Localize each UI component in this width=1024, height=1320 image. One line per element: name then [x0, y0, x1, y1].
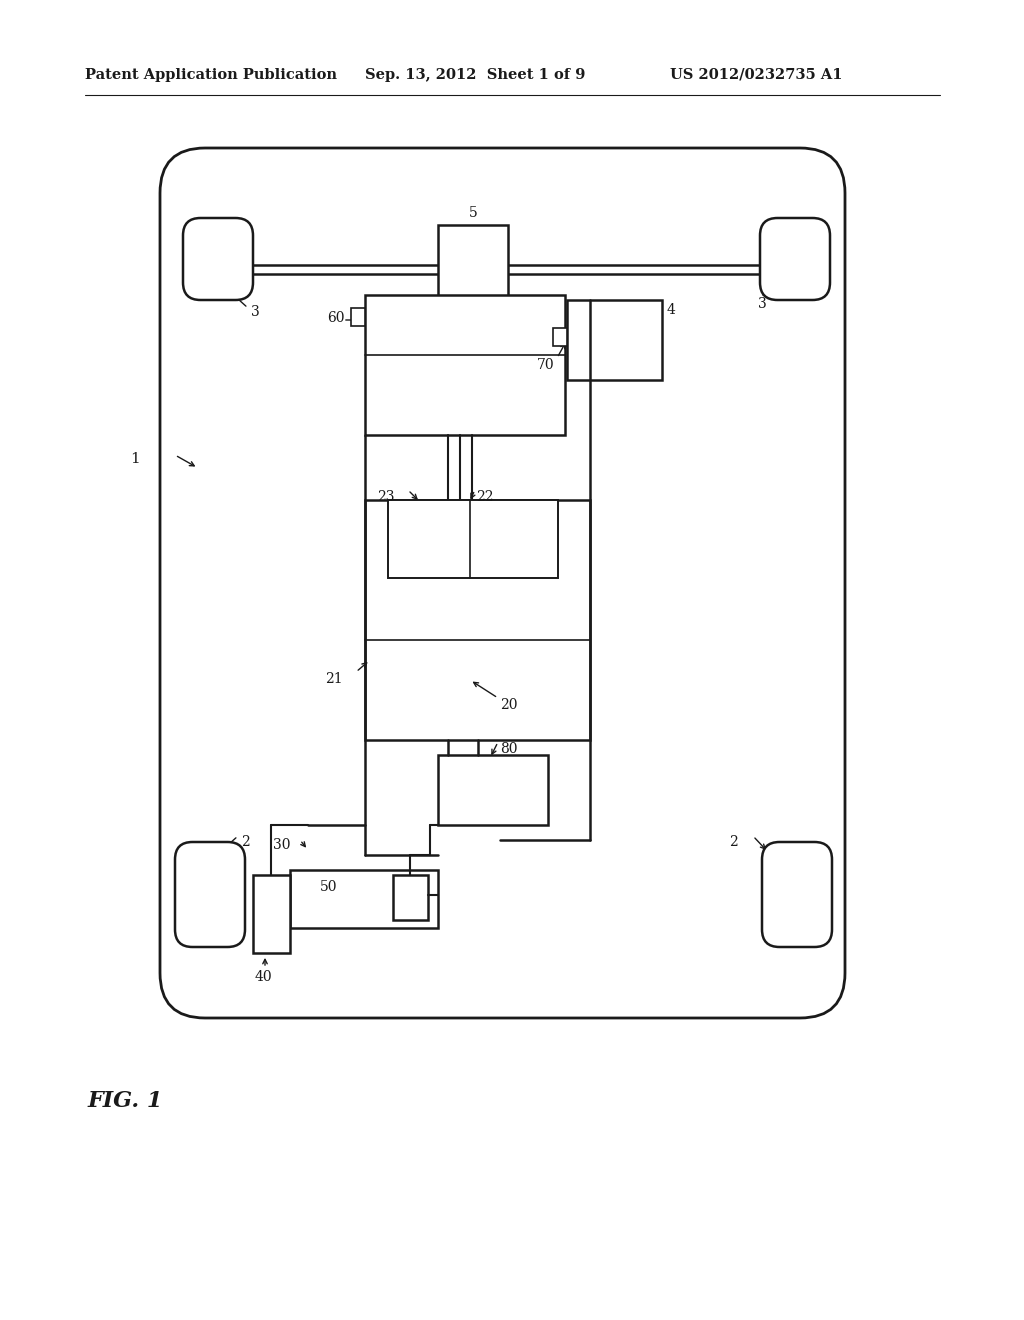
Text: 1: 1: [130, 451, 140, 466]
Bar: [365, 294, 565, 436]
FancyBboxPatch shape: [183, 218, 253, 300]
Text: FIG. 1: FIG. 1: [88, 1090, 164, 1111]
Bar: [438, 755, 548, 825]
Text: 4: 4: [667, 304, 676, 317]
Bar: [553, 327, 567, 346]
Text: 30: 30: [272, 838, 290, 851]
Text: 80: 80: [500, 742, 517, 756]
Text: 20: 20: [500, 698, 517, 711]
Text: 21: 21: [326, 672, 343, 686]
Text: 22: 22: [476, 490, 494, 504]
Text: 23: 23: [378, 490, 395, 504]
Text: 2: 2: [241, 836, 250, 849]
Bar: [365, 500, 590, 741]
Text: US 2012/0232735 A1: US 2012/0232735 A1: [670, 69, 843, 82]
Bar: [567, 300, 662, 380]
Text: 40: 40: [255, 970, 272, 983]
Text: 60: 60: [327, 312, 344, 325]
Text: 5: 5: [469, 206, 477, 220]
Bar: [351, 308, 365, 326]
Text: 2: 2: [729, 836, 738, 849]
Text: 3: 3: [758, 297, 767, 312]
Text: 3: 3: [251, 305, 260, 319]
Bar: [388, 500, 558, 578]
Text: 70: 70: [538, 358, 555, 372]
FancyBboxPatch shape: [160, 148, 845, 1018]
FancyBboxPatch shape: [762, 842, 831, 946]
Text: Sep. 13, 2012  Sheet 1 of 9: Sep. 13, 2012 Sheet 1 of 9: [365, 69, 586, 82]
Bar: [253, 875, 290, 953]
FancyBboxPatch shape: [175, 842, 245, 946]
Bar: [393, 875, 428, 920]
FancyBboxPatch shape: [760, 218, 830, 300]
Bar: [290, 870, 438, 928]
Bar: [438, 224, 508, 305]
Text: Patent Application Publication: Patent Application Publication: [85, 69, 337, 82]
Text: 50: 50: [319, 880, 338, 894]
